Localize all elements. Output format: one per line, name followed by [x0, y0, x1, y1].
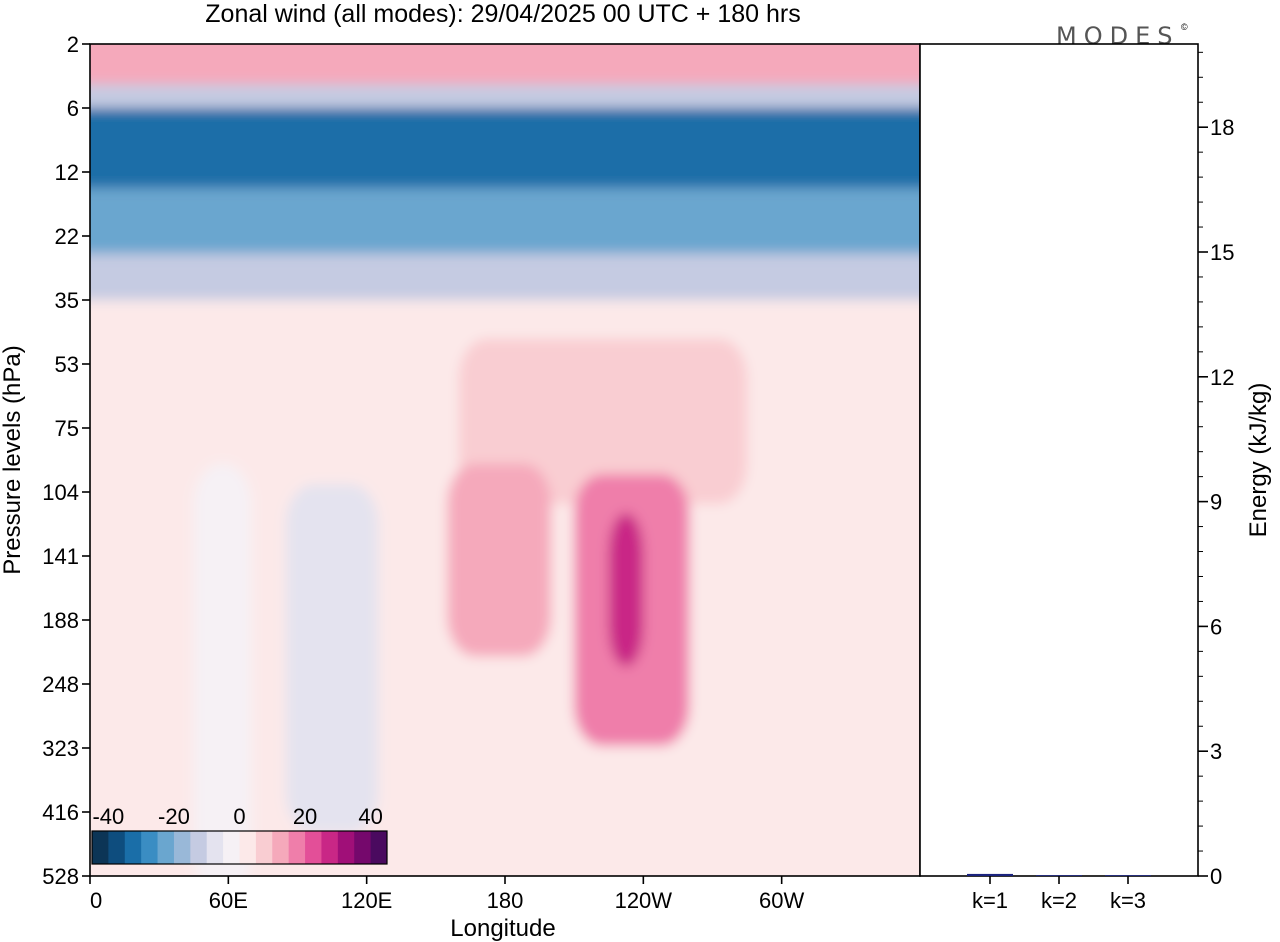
pressure-tick-label: 188: [42, 608, 79, 633]
energy-tick-label: 6: [1210, 614, 1222, 639]
pressure-tick-label: 323: [42, 736, 79, 761]
colorbar-swatch: [272, 831, 290, 864]
pressure-tick-label: 248: [42, 672, 79, 697]
colorbar-tick-label: -40: [92, 804, 124, 829]
longitude-tick-label: 60W: [759, 888, 804, 913]
pressure-tick-label: 6: [67, 96, 79, 121]
energy-bar: [967, 873, 1013, 876]
energy-tick-label: 3: [1210, 739, 1222, 764]
energy-axis-label: Energy (kJ/kg): [1245, 383, 1272, 538]
energy-tick-label: 0: [1210, 864, 1222, 889]
energy-tick-label: 9: [1210, 490, 1222, 515]
colorbar-swatch: [124, 831, 142, 864]
pressure-tick-label: 12: [55, 160, 79, 185]
pressure-tick-label: 416: [42, 800, 79, 825]
heatmap-region-7: [193, 463, 252, 876]
longitude-tick-label: 0: [90, 888, 102, 913]
colorbar: -40 -20 0 20 40: [91, 804, 388, 865]
colorbar-tick-label: 0: [233, 804, 245, 829]
logo-registered-mark: ©: [1181, 22, 1188, 32]
energy-bar: [1036, 875, 1082, 876]
heatmap-region-0: [90, 44, 920, 85]
energy-tick-label: 12: [1210, 365, 1234, 390]
energy-category-label: k=1: [972, 888, 1008, 913]
pressure-tick-label: 528: [42, 864, 79, 889]
longitude-tick-label: 120W: [615, 888, 673, 913]
pressure-tick-label: 53: [55, 352, 79, 377]
colorbar-swatch: [157, 831, 175, 864]
heatmap-region-4: [90, 253, 920, 300]
longitude-axis: 0 60E 120E 180 120W 60W: [89, 876, 805, 913]
energy-panel-frame: [919, 43, 1199, 877]
colorbar-swatch: [108, 831, 126, 864]
energy-bar: [1105, 875, 1151, 876]
longitude-tick-label: 60E: [209, 888, 248, 913]
colorbar-swatch: [288, 831, 306, 864]
energy-category-label: k=2: [1041, 888, 1077, 913]
longitude-axis-label: Longitude: [450, 915, 555, 942]
pressure-tick-label: 35: [55, 288, 79, 313]
pressure-tick-label: 22: [55, 224, 79, 249]
colorbar-swatch: [190, 831, 208, 864]
heatmap-field: [90, 44, 920, 876]
pressure-axis-label: Pressure levels (hPa): [0, 345, 26, 574]
pressure-tick-label: 141: [42, 544, 79, 569]
energy-tick-label: 15: [1210, 240, 1234, 265]
pressure-tick-label: 104: [42, 480, 79, 505]
colorbar-swatch: [321, 831, 339, 864]
heatmap-region-9: [447, 463, 552, 657]
heatmap-region-8: [285, 484, 379, 834]
colorbar-swatch: [141, 831, 158, 864]
colorbar-frame: [91, 830, 388, 865]
longitude-tick-label: 120E: [341, 888, 392, 913]
colorbar-swatch: [337, 831, 355, 864]
heatmap-region-11: [608, 513, 644, 667]
energy-category-label: k=3: [1110, 888, 1146, 913]
colorbar-swatch: [173, 831, 191, 864]
colorbar-swatch: [305, 831, 322, 864]
heatmap-region-3: [90, 188, 920, 254]
colorbar-swatch: [255, 831, 273, 864]
energy-tick-label: 18: [1210, 115, 1234, 140]
colorbar-swatch: [354, 831, 372, 864]
colorbar-tick-label: -20: [158, 804, 190, 829]
colorbar-swatch: [223, 831, 240, 864]
heatmap-region-6: [458, 338, 748, 504]
energy-bars: k=1 k=2 k=3: [967, 873, 1151, 913]
energy-axis: 0 3 6 9 12 15 18: [1198, 51, 1234, 889]
heatmap-region-1: [90, 84, 920, 108]
heatmap-region-2: [90, 108, 920, 189]
colorbar-tick-label: 40: [358, 804, 382, 829]
colorbar-swatch: [206, 831, 224, 864]
colorbar-swatch: [239, 831, 257, 864]
pressure-tick-label: 75: [55, 416, 79, 441]
colorbar-swatch: [370, 831, 388, 864]
longitude-tick-label: 180: [487, 888, 524, 913]
colorbar-tick-label: 20: [293, 804, 317, 829]
pressure-axis: 2 6 12 22 35 53 75 104 141 188 248 323 416 528: [42, 32, 90, 889]
chart-title: Zonal wind (all modes): 29/04/2025 00 UT…: [205, 0, 800, 28]
pressure-tick-label: 2: [67, 32, 79, 57]
colorbar-swatch: [92, 831, 109, 864]
